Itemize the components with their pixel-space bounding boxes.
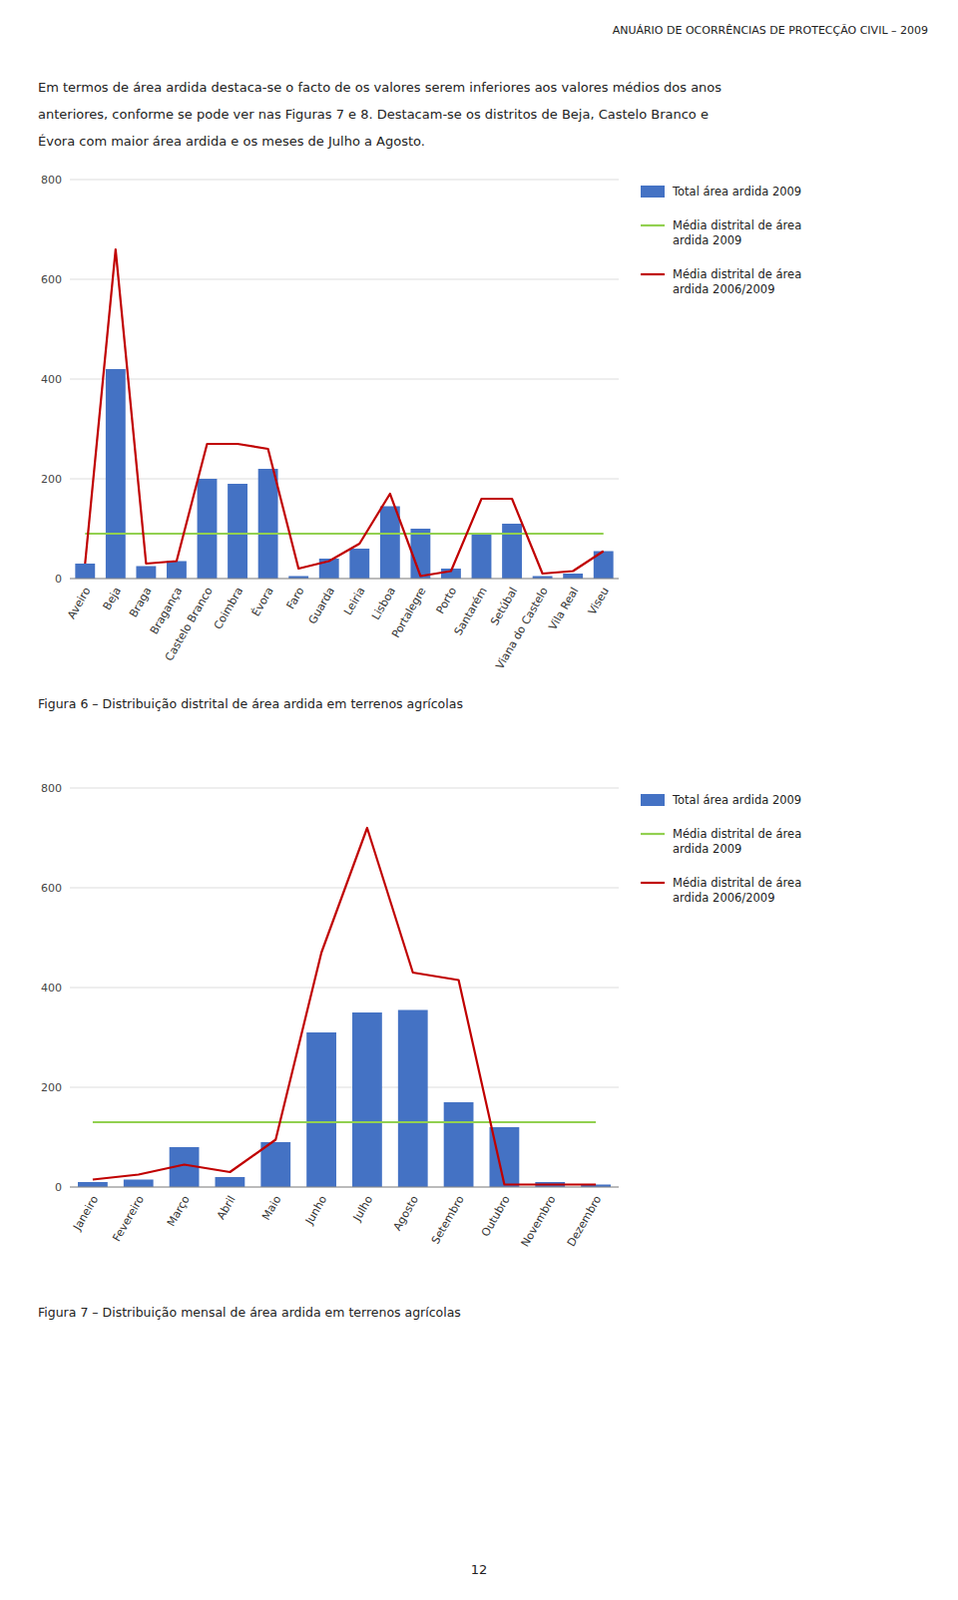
x-axis-line	[69, 578, 619, 580]
bar	[562, 573, 583, 579]
y-tick-label: 200	[40, 473, 62, 486]
legend-entry: Média distrital de áreaardida 2009	[672, 827, 802, 857]
y-tick-label: 400	[40, 373, 62, 387]
bar	[444, 1102, 475, 1188]
x-tick-label: Vila Real	[545, 585, 581, 634]
grid-line	[69, 788, 619, 790]
legend-swatch	[640, 185, 665, 198]
x-tick-label: Leiria	[341, 585, 368, 619]
legend-swatch	[640, 794, 665, 807]
x-tick-label: Aveiro	[64, 584, 94, 621]
grid-line	[69, 1087, 619, 1089]
legend-entry: Média distrital de áreaardida 2009	[672, 218, 802, 248]
x-tick-label: Junho	[302, 1193, 330, 1228]
page: ANUÁRIO DE OCORRÊNCIAS DE PROTECÇÃO CIVI…	[0, 0, 958, 1600]
x-tick-label: Guarda	[306, 585, 338, 627]
bar	[380, 506, 401, 580]
x-tick-label: Outubro	[479, 1193, 513, 1240]
bar	[74, 563, 95, 579]
legend-entry: Total área ardida 2009	[671, 184, 802, 199]
bar	[349, 548, 370, 579]
bar	[306, 1032, 337, 1188]
bar	[166, 561, 187, 580]
grid-line	[69, 379, 619, 381]
line	[92, 1121, 596, 1124]
y-tick-label: 600	[40, 273, 62, 287]
y-tick-label: 400	[40, 981, 62, 995]
x-tick-label: Évora	[249, 585, 277, 620]
line	[92, 828, 596, 1186]
header: ANUÁRIO DE OCORRÊNCIAS DE PROTECÇÃO CIVI…	[612, 23, 929, 37]
grid-line	[69, 578, 619, 580]
bar	[352, 1012, 383, 1188]
x-tick-label: Janeiro	[69, 1193, 101, 1234]
x-tick-label: Dezembro	[564, 1193, 605, 1250]
x-tick-label: Setembro	[429, 1193, 468, 1247]
y-tick-label: 800	[40, 782, 62, 796]
bar	[410, 528, 431, 579]
y-tick-label: 0	[54, 1181, 62, 1195]
y-tick-label: 800	[40, 173, 62, 187]
bar	[105, 369, 126, 579]
bar	[135, 566, 156, 580]
bar	[227, 483, 248, 579]
x-tick-label: Lisboa	[369, 585, 399, 623]
legend-entry: Média distrital de áreaardida 2006/2009	[672, 267, 802, 297]
chart: 0200400600800AveiroBejaBragaBragançaCast…	[40, 173, 802, 672]
legend-swatch	[640, 224, 665, 227]
grid-line	[69, 279, 619, 281]
x-tick-label: Faro	[284, 584, 308, 612]
legend-entry: Média distrital de áreaardida 2006/2009	[672, 876, 802, 906]
x-tick-label: Março	[164, 1193, 193, 1230]
x-tick-label: Braga	[126, 585, 155, 621]
intro-line: Évora com maior área ardida e os meses d…	[37, 133, 426, 149]
y-tick-label: 200	[40, 1081, 62, 1095]
y-tick-label: 0	[54, 572, 62, 586]
x-tick-label: Viseu	[585, 585, 612, 618]
caption: Figura 6 – Distribuição distrital de áre…	[37, 696, 464, 712]
x-axis-line	[69, 1187, 619, 1189]
x-tick-label: Julho	[350, 1193, 376, 1225]
x-tick-label: Coimbra	[211, 585, 246, 633]
chart: 0 200 400 600 800 JaneiroFevereiro Março Abril M…	[40, 782, 802, 1250]
grid-line	[69, 179, 619, 181]
x-tick-label: Portalegre	[389, 584, 430, 641]
bar	[215, 1177, 246, 1188]
plot-area	[74, 249, 613, 579]
x-tick-label: Maio	[259, 1193, 284, 1223]
legend-entry: Total área ardida 2009	[671, 793, 802, 808]
plot-area	[77, 828, 611, 1188]
x-tick-label: Agosto	[391, 1193, 422, 1234]
legend-swatch	[640, 833, 665, 836]
grid-line	[69, 987, 619, 989]
bar	[258, 469, 279, 579]
grid-line	[69, 1187, 619, 1189]
line	[84, 249, 603, 577]
bar	[197, 479, 218, 579]
bar	[123, 1180, 154, 1189]
grid-line	[69, 479, 619, 480]
x-tick-label: Setúbal	[487, 585, 520, 629]
x-tick-label: Santarém	[452, 585, 490, 639]
intro-line: anteriores, conforme se pode ver nas Fig…	[37, 106, 709, 122]
y-tick-label: 600	[40, 882, 62, 896]
intro-line: Em termos de área ardida destaca-se o fa…	[37, 79, 722, 95]
x-tick-label: Fevereiro	[109, 1193, 147, 1245]
bar	[260, 1142, 291, 1188]
bar	[501, 523, 522, 579]
x-tick-label: Viana do Castelo	[492, 584, 551, 672]
x-tick-label: Novembro	[518, 1193, 559, 1250]
x-tick-label: Beja	[100, 585, 124, 613]
bar	[398, 1010, 429, 1189]
x-tick-label: Castelo Branco	[162, 584, 216, 664]
legend-swatch	[640, 273, 665, 276]
legend-swatch	[640, 882, 665, 885]
page-number: 12	[471, 1562, 488, 1578]
bar	[472, 533, 492, 579]
bar	[77, 1182, 108, 1188]
x-tick-label: Porto	[434, 584, 461, 616]
caption: Figura 7 – Distribuição mensal de área a…	[37, 1305, 462, 1321]
x-tick-label: Abril	[214, 1194, 239, 1223]
